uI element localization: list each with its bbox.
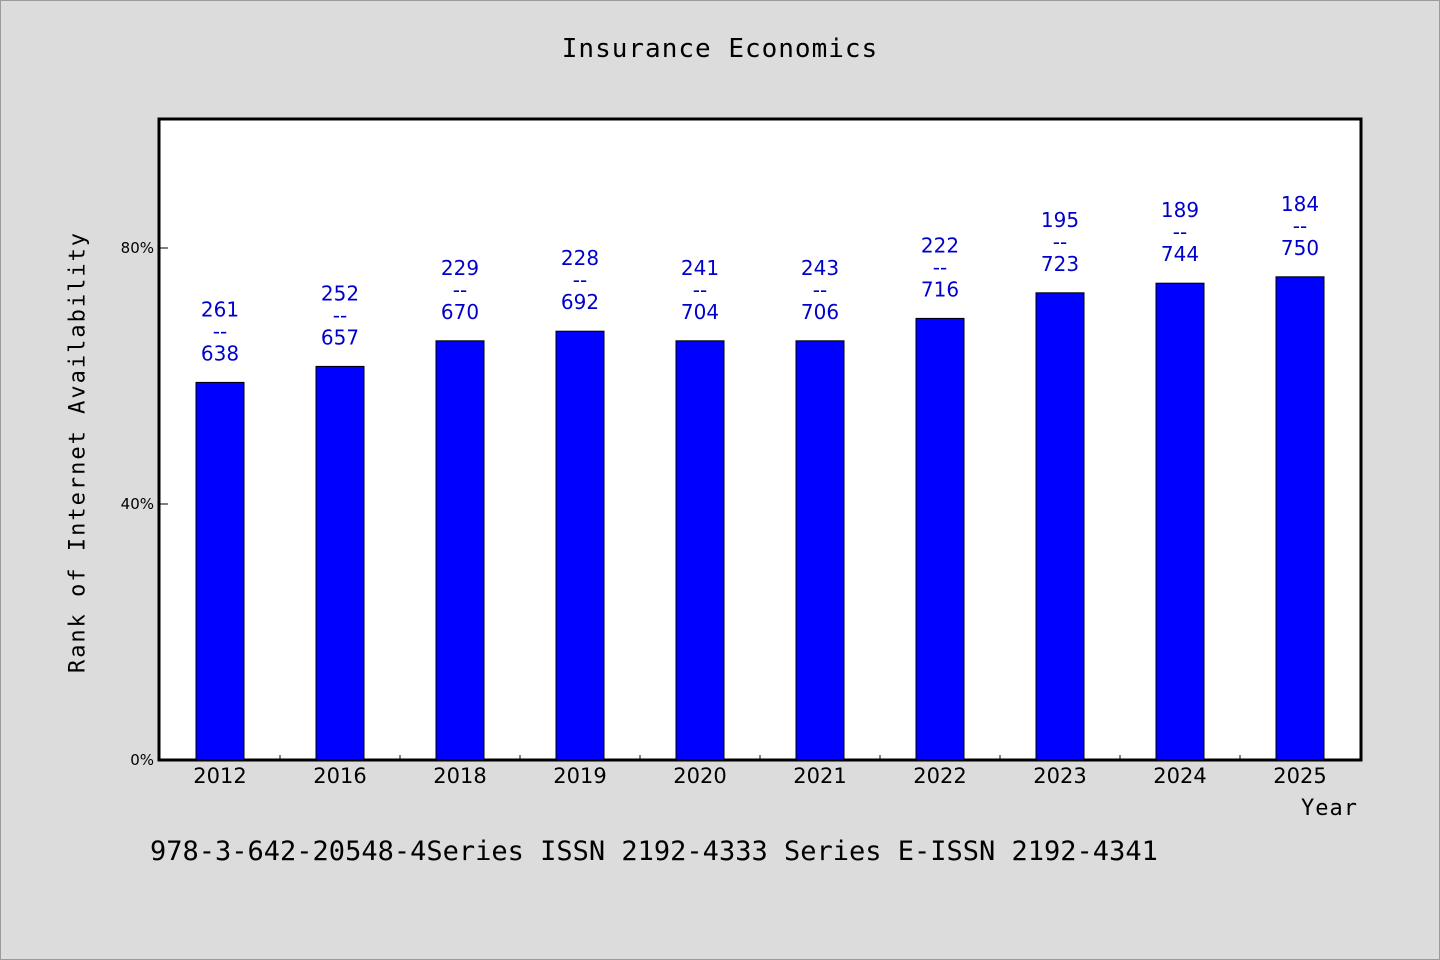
x-tick-label-2012: 2012 [193,764,246,788]
data-label-sep-2022: -- [933,255,947,279]
x-tick-label-2018: 2018 [433,764,486,788]
bar-2019 [555,330,605,761]
bar-2024 [1155,282,1205,761]
data-label-rank-2021: 243 [801,256,839,280]
data-label-total-2024: 744 [1161,242,1199,266]
x-tick-label-2021: 2021 [793,764,846,788]
data-label-sep-2018: -- [453,278,467,302]
x-tick-label-2020: 2020 [673,764,726,788]
x-tick-label-2025: 2025 [1273,764,1326,788]
data-label-sep-2019: -- [573,268,587,292]
data-label-sep-2021: -- [813,278,827,302]
x-tick-label-2016: 2016 [313,764,366,788]
data-label-sep-2012: -- [213,319,227,343]
data-label-rank-2012: 261 [201,297,239,321]
data-labels-group: 261--638252--657229--670228--692241--704… [201,192,1319,366]
data-label-total-2025: 750 [1281,236,1319,260]
bar-2025 [1275,276,1325,761]
data-label-total-2021: 706 [801,300,839,324]
y-axis-ticks: 0% 40% 80% [121,239,168,769]
x-tick-label-2024: 2024 [1153,764,1206,788]
data-label-total-2023: 723 [1041,252,1079,276]
footer-note: 978-3-642-20548-4Series ISSN 2192-4333 S… [150,836,1158,867]
data-label-sep-2016: -- [333,303,347,327]
data-label-total-2019: 692 [561,290,599,314]
data-label-sep-2020: -- [693,278,707,302]
data-label-sep-2024: -- [1173,220,1187,244]
y-tick-label: 0% [130,751,154,769]
y-axis-label: Rank of Internet Availability [65,230,91,674]
data-label-total-2012: 638 [201,341,239,365]
y-tick-label: 40% [121,495,154,513]
data-label-sep-2025: -- [1293,214,1307,238]
x-tick-label-2022: 2022 [913,764,966,788]
data-label-rank-2019: 228 [561,246,599,270]
data-label-total-2020: 704 [681,300,719,324]
data-label-rank-2024: 189 [1161,198,1199,222]
data-label-rank-2022: 222 [921,233,959,257]
data-label-rank-2023: 195 [1041,208,1079,232]
data-label-total-2018: 670 [441,300,479,324]
bar-2018 [435,340,485,761]
bar-2016 [315,365,365,761]
bars-group [195,276,1325,761]
chart-title: Insurance Economics [561,34,879,64]
data-label-total-2022: 716 [921,277,959,301]
data-label-rank-2016: 252 [321,281,359,305]
data-label-rank-2020: 241 [681,256,719,280]
data-label-total-2016: 657 [321,325,359,349]
bar-2022 [915,317,965,761]
bar-2023 [1035,292,1085,761]
x-tick-label-2023: 2023 [1033,764,1086,788]
bar-2021 [795,340,845,761]
data-label-rank-2018: 229 [441,256,479,280]
data-label-rank-2025: 184 [1281,192,1319,216]
bar-2012 [195,381,245,761]
y-tick-label: 80% [121,239,154,257]
x-tick-label-2019: 2019 [553,764,606,788]
bar-2020 [675,340,725,761]
x-axis-label: Year [1301,796,1358,821]
data-label-sep-2023: -- [1053,230,1067,254]
x-axis-ticks: 2012 2016 2018 2019 2020 2021 2022 2023 2024 2025 [193,755,1327,788]
